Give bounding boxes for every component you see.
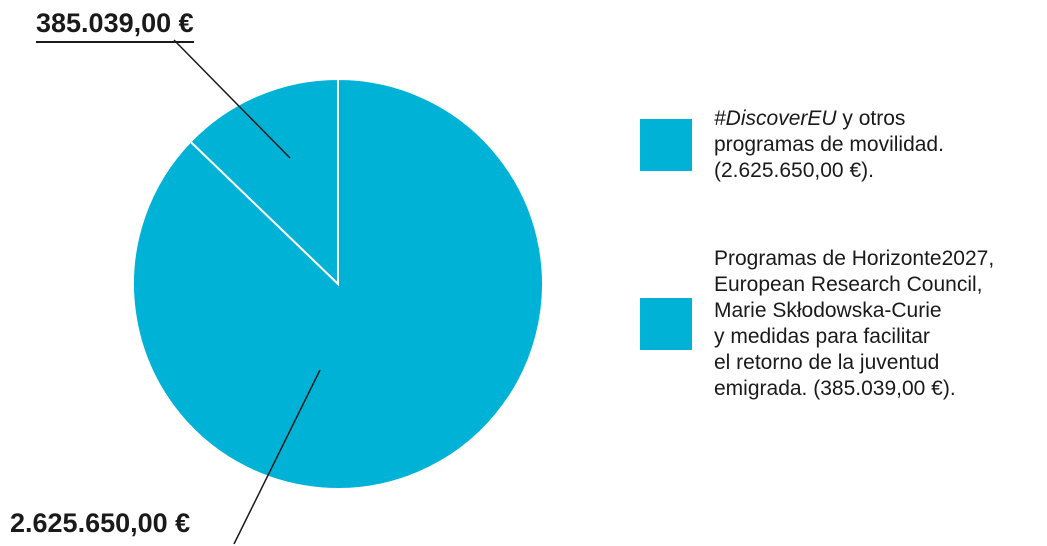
leader-line-large [233,369,321,545]
slice-value-label-large: 2.625.650,00 € [10,508,191,538]
slice-value-label-small: 385.039,00 € [36,8,194,43]
legend-item-horizonte: Programas de Horizonte2027, European Res… [640,246,994,402]
legend-label-horizonte: Programas de Horizonte2027, European Res… [714,247,995,400]
pie-slice-1 [132,77,544,490]
legend-label-italic: #DiscoverEU [714,107,837,130]
leader-line-small [173,39,291,159]
legend-label-discovereu: #DiscoverEU y otros programas de movilid… [714,106,944,184]
legend-label-rest: y otros programas de movilidad. (2.625.6… [714,107,944,182]
legend-item-discovereu: #DiscoverEU y otros programas de movilid… [640,106,944,184]
legend-swatch-discovereu [640,119,692,171]
legend-swatch-horizonte [640,298,692,350]
pie-slice-0 [189,77,339,287]
